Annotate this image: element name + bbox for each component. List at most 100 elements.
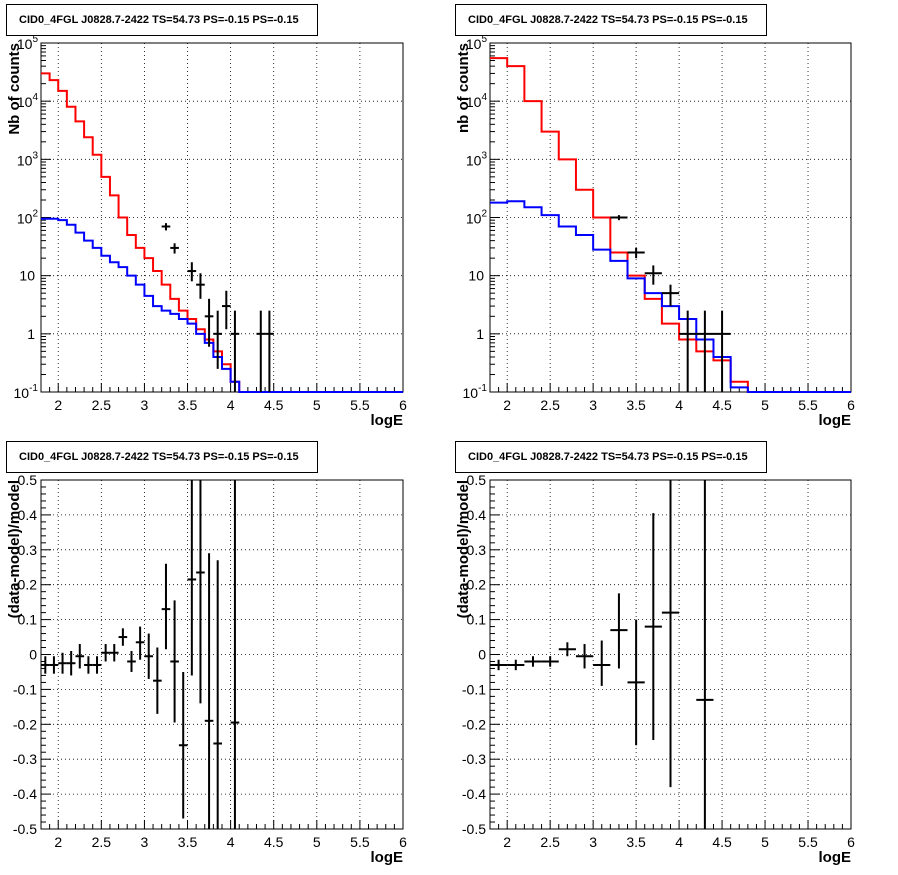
x-tick-label: 4 <box>227 397 235 413</box>
panel-3: 2 2.5 3 3.5 4 4.5 5 5.5 6 -0.5 -0.4 -0.3 -0.2 -0.1 0 0.… <box>455 472 855 866</box>
y-tick-label: 0.1 <box>18 612 38 628</box>
x-tick-label: 3.5 <box>178 397 198 413</box>
y-axis-label: Nb of counts <box>6 43 23 135</box>
y-tick-label: 10-1 <box>463 383 488 401</box>
x-tick-label: 3 <box>589 397 597 413</box>
x-tick-label: 5.5 <box>350 397 370 413</box>
data-point <box>265 310 274 392</box>
residual-point <box>187 480 197 676</box>
residual-point <box>49 656 59 674</box>
y-tick-label: -0.3 <box>462 751 486 767</box>
residual-point <box>204 553 214 829</box>
panel-1: 2 2.5 3 3.5 4 4.5 5 5.5 6 10-1 1 10 102 103 104 105 logE… <box>455 34 855 429</box>
residual-point <box>118 628 128 646</box>
x-tick-label: 4.5 <box>264 397 284 413</box>
y-tick-label: 1 <box>27 326 35 342</box>
y-axis-label: nb of counts <box>455 43 472 133</box>
residual-point <box>127 651 136 672</box>
residual-point <box>75 644 85 669</box>
residual-point <box>170 600 179 723</box>
residual-point <box>196 480 205 704</box>
residual-point <box>644 513 662 741</box>
series-line-0 <box>41 72 403 393</box>
panel-title-top-right: CID0_4FGL J0828.7-2422 TS=54.73 PS=-0.15… <box>455 4 767 36</box>
y-tick-label: -0.5 <box>13 821 37 837</box>
residual-point <box>161 563 171 650</box>
residual-point <box>541 656 559 667</box>
y-tick-label: 105 <box>17 34 39 52</box>
x-tick-label: 4.5 <box>712 834 732 850</box>
x-tick-label: 2 <box>503 397 511 413</box>
x-tick-label: 2.5 <box>92 397 112 413</box>
x-tick-label: 3.5 <box>626 834 646 850</box>
residual-point <box>144 633 154 679</box>
x-tick-label: 5 <box>761 397 769 413</box>
x-tick-label: 4 <box>227 834 235 850</box>
data-point <box>661 284 680 307</box>
y-tick-label: -0.4 <box>462 786 486 802</box>
y-tick-label: -0.2 <box>462 716 486 732</box>
x-tick-label: 4.5 <box>264 834 284 850</box>
y-tick-label: 104 <box>17 92 39 110</box>
residual-point <box>66 651 76 676</box>
residual-point <box>153 647 162 714</box>
y-tick-label: 103 <box>17 150 39 168</box>
y-tick-label: 104 <box>466 92 488 110</box>
y-tick-label: 0.3 <box>467 542 487 558</box>
data-point <box>610 215 628 221</box>
x-tick-label: 6 <box>847 397 855 413</box>
y-tick-label: -0.2 <box>13 716 37 732</box>
series-line-1 <box>490 200 851 393</box>
x-axis-label: logE <box>371 849 404 866</box>
y-tick-label: -0.4 <box>13 786 37 802</box>
y-tick-label: 103 <box>466 150 488 168</box>
x-tick-label: 2 <box>54 834 62 850</box>
data-point <box>256 310 266 392</box>
data-point <box>713 310 731 392</box>
x-tick-label: 5.5 <box>798 834 818 850</box>
residual-point <box>109 644 119 662</box>
y-tick-label: -0.3 <box>13 751 37 767</box>
x-tick-label: 5 <box>313 834 321 850</box>
y-tick-label: 1 <box>476 326 484 342</box>
residual-point <box>101 644 110 662</box>
residual-point <box>575 644 594 669</box>
panel-0: 2 2.5 3 3.5 4 4.5 5 5.5 6 10-1 1 10 102 103 104 105 logE… <box>6 34 407 429</box>
data-point <box>679 310 697 392</box>
data-point <box>204 298 214 347</box>
panel-title-text: CID0_4FGL J0828.7-2422 TS=54.73 PS=-0.15… <box>468 14 748 26</box>
x-tick-label: 2 <box>503 834 511 850</box>
residual-point <box>593 640 611 686</box>
data-point <box>213 310 222 369</box>
y-tick-label: 102 <box>17 209 39 227</box>
residual-point <box>135 626 145 660</box>
y-tick-label: 0.5 <box>467 472 487 488</box>
residual-point <box>230 480 240 829</box>
series-line-1 <box>41 217 403 393</box>
x-tick-label: 2.5 <box>540 397 560 413</box>
residual-point <box>524 656 542 667</box>
y-tick-label: 0.4 <box>18 507 38 523</box>
residual-point <box>661 480 680 788</box>
residual-point <box>558 642 576 657</box>
y-axis-label: (data-model)/model <box>455 480 472 618</box>
y-axis-label: (data-model)/model <box>6 480 23 618</box>
y-tick-label: 0.4 <box>467 507 487 523</box>
panel-2: 2 2.5 3 3.5 4 4.5 5 5.5 6 -0.5 -0.4 -0.3 -0.2 -0.1 0 0.… <box>6 472 407 866</box>
data-point <box>696 310 714 392</box>
y-tick-label: 0 <box>478 647 486 663</box>
x-tick-label: 5.5 <box>798 397 818 413</box>
data-point <box>187 262 197 282</box>
x-tick-label: 3.5 <box>626 397 646 413</box>
residual-point <box>92 656 102 674</box>
panel-title-top-left: CID0_4FGL J0828.7-2422 TS=54.73 PS=-0.15… <box>6 4 318 36</box>
panel-title-bottom-right: CID0_4FGL J0828.7-2422 TS=54.73 PS=-0.15… <box>455 441 767 473</box>
panel-title-text: CID0_4FGL J0828.7-2422 TS=54.73 PS=-0.15… <box>468 451 748 463</box>
x-axis-label: logE <box>371 412 404 429</box>
y-tick-label: 0.5 <box>18 472 38 488</box>
series-line-0 <box>490 57 851 393</box>
y-tick-label: -0.5 <box>462 821 486 837</box>
y-tick-label: 0.1 <box>467 612 487 628</box>
data-point <box>170 243 179 254</box>
